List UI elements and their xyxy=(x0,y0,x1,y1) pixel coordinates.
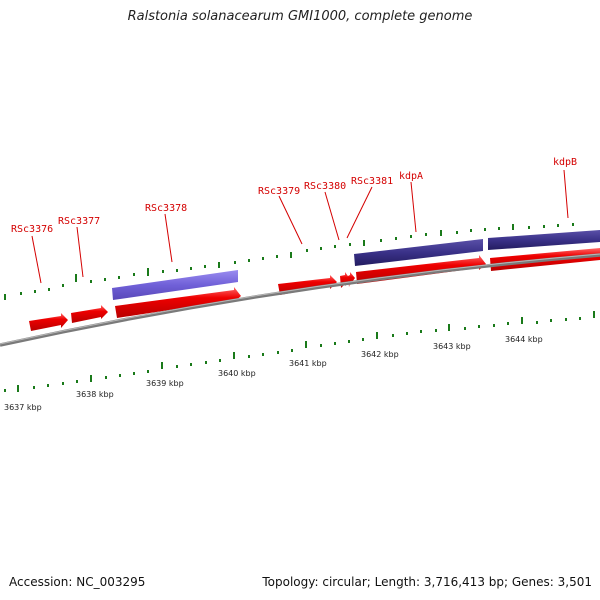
kbp-label: 3641 kbp xyxy=(289,359,327,368)
genome-backbone xyxy=(0,253,600,347)
position-tick-track xyxy=(4,311,595,392)
gene-label-leaders xyxy=(31,169,569,284)
kbp-label: 3644 kbp xyxy=(505,335,543,344)
gene-label-rsc3380: RSc3380 xyxy=(304,181,346,192)
gene-label-rsc3376: RSc3376 xyxy=(11,224,53,235)
protein-feature-kdpb xyxy=(488,230,600,250)
kbp-label: 3642 kbp xyxy=(361,350,399,359)
topology-text: Topology: circular; Length: 3,716,413 bp… xyxy=(262,575,592,589)
gene-label-rsc3381: RSc3381 xyxy=(351,176,393,187)
gene-label-rsc3378: RSc3378 xyxy=(145,203,187,214)
forward-tick-track xyxy=(4,223,574,300)
kbp-label: 3637 kbp xyxy=(4,403,42,412)
gene-label-kdpb: kdpB xyxy=(553,157,577,168)
gene-arrow-rsc3377 xyxy=(71,305,108,323)
gene-arrow-rsc3378 xyxy=(115,287,241,318)
gene-label-rsc3379: RSc3379 xyxy=(258,186,300,197)
gene-labels: RSc3376 RSc3377 RSc3378 RSc3379 RSc3380 … xyxy=(11,157,577,235)
accession-text: Accession: NC_003295 xyxy=(9,575,146,589)
kbp-label: 3639 kbp xyxy=(146,379,184,388)
gene-arrow-rsc3376 xyxy=(29,313,68,331)
map-title: Ralstonia solanacearum GMI1000, complete… xyxy=(127,9,473,24)
gene-label-rsc3377: RSc3377 xyxy=(58,216,100,227)
protein-feature-rsc3378 xyxy=(112,270,238,300)
kbp-label: 3638 kbp xyxy=(76,390,114,399)
gene-arrow-rsc3381 xyxy=(348,272,355,287)
protein-feature-kdpa xyxy=(354,239,483,266)
kbp-labels: 3637 kbp 3638 kbp 3639 kbp 3640 kbp 3641… xyxy=(4,335,543,412)
protein-feature-track xyxy=(112,230,600,300)
kbp-label: 3640 kbp xyxy=(218,369,256,378)
kbp-label: 3643 kbp xyxy=(433,342,471,351)
gene-label-kdpa: kdpA xyxy=(399,171,423,182)
